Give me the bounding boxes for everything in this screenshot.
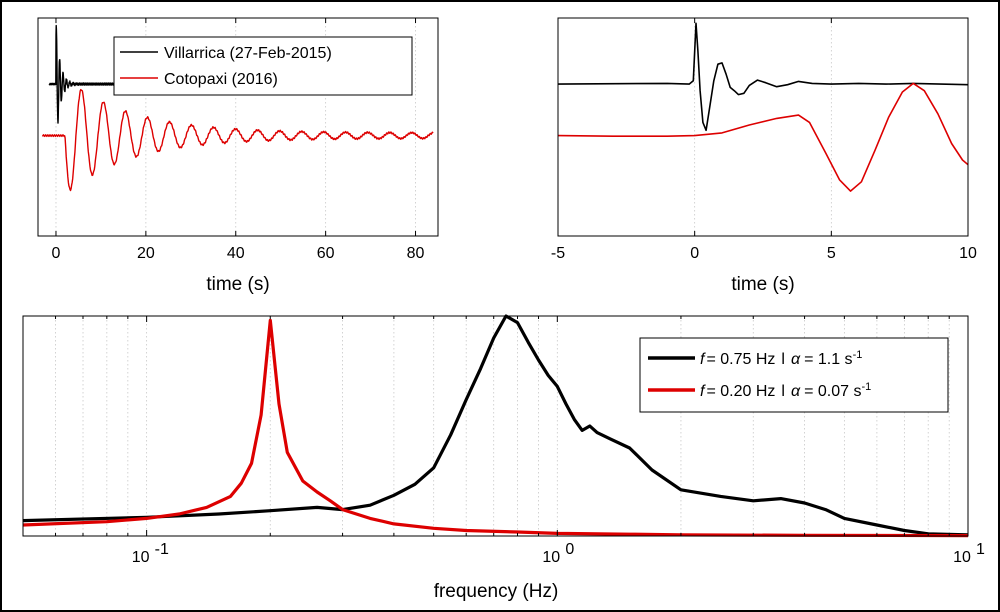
b-legend-f-2: f [700, 383, 706, 400]
tl-xtick-label: 0 [52, 245, 61, 262]
tr-xlabel: time (s) [731, 274, 794, 295]
tl-xlabel: time (s) [206, 274, 269, 295]
b-legend-alpha-2: α [791, 383, 801, 400]
b-legend-sep-2: l [781, 383, 785, 400]
tl-xtick-label: 20 [137, 245, 155, 262]
tl-xtick-label: 80 [407, 245, 425, 262]
panel-bottom: 10 -1 10 0 10 1 frequency (Hz) f = 0.75 Hz l α = … [22, 314, 985, 602]
b-legend-feq-1: = 0.75 Hz [706, 351, 775, 368]
b-legend-exp-2: -1 [861, 381, 871, 393]
b-xtick-exponent: -1 [155, 541, 169, 558]
tr-ticks: -5 0 5 10 [551, 18, 977, 262]
panel-top-right: -5 0 5 10 time (s) [551, 17, 977, 295]
tr-axes-box [557, 17, 969, 237]
tr-series-1 [557, 82, 969, 192]
tl-legend: Villarrica (27-Feb-2015) Cotopaxi (2016) [113, 36, 413, 96]
b-legend-label-1: f = 0.75 Hz l α = 1.1 s-1 [700, 349, 862, 368]
b-legend-alpha-1: α [791, 351, 801, 368]
b-legend-f-1: f [700, 351, 706, 368]
b-legend-box [639, 337, 949, 413]
b-ticks: 10 -1 10 0 10 1 [22, 316, 985, 566]
b-series-1 [22, 318, 969, 538]
b-legend: f = 0.75 Hz l α = 1.1 s-1 f = 0.20 Hz l α = 0.07… [639, 337, 949, 413]
tl-ticks: 0 20 40 60 80 [52, 18, 425, 262]
b-series [22, 314, 969, 538]
b-legend-aeq-1: = 1.1 s [804, 351, 852, 368]
tl-xtick-label: 60 [317, 245, 335, 262]
tr-xtick-label: -5 [551, 245, 565, 262]
tr-series-0 [557, 22, 969, 132]
b-legend-label-2: f = 0.20 Hz l α = 0.07 s-1 [700, 381, 871, 400]
b-legend-exp-1: -1 [853, 349, 863, 361]
b-legend-feq-2: = 0.20 Hz [706, 383, 775, 400]
b-legend-sep-1: l [781, 351, 785, 368]
tl-series [41, 24, 434, 192]
b-xtick-label: 10 [132, 549, 150, 566]
tr-xtick-label: 0 [690, 245, 699, 262]
b-xtick-exponent: 0 [565, 541, 574, 558]
b-xtick-label: 10 [542, 549, 560, 566]
tl-series-cotopaxi [41, 88, 434, 192]
b-axes-box [22, 315, 969, 537]
tl-legend-label-cotopaxi: Cotopaxi (2016) [164, 71, 278, 88]
tl-series-villarrica [48, 24, 124, 124]
tr-series [557, 22, 969, 192]
tl-axes-box [37, 17, 439, 237]
tl-legend-label-villarrica: Villarrica (27-Feb-2015) [164, 45, 332, 62]
b-series-0 [22, 314, 969, 537]
b-legend-aeq-2: = 0.07 s [804, 383, 861, 400]
b-xlabel: frequency (Hz) [434, 581, 559, 602]
tr-xtick-label: 5 [827, 245, 836, 262]
panel-top-left: 0 20 40 60 80 time (s) Villarrica (27-Feb-20… [37, 17, 439, 295]
tl-legend-box [113, 36, 413, 96]
b-xtick-exponent: 1 [976, 541, 985, 558]
tl-xtick-label: 40 [227, 245, 245, 262]
b-xtick-label: 10 [953, 549, 971, 566]
tr-xtick-label: 10 [959, 245, 977, 262]
